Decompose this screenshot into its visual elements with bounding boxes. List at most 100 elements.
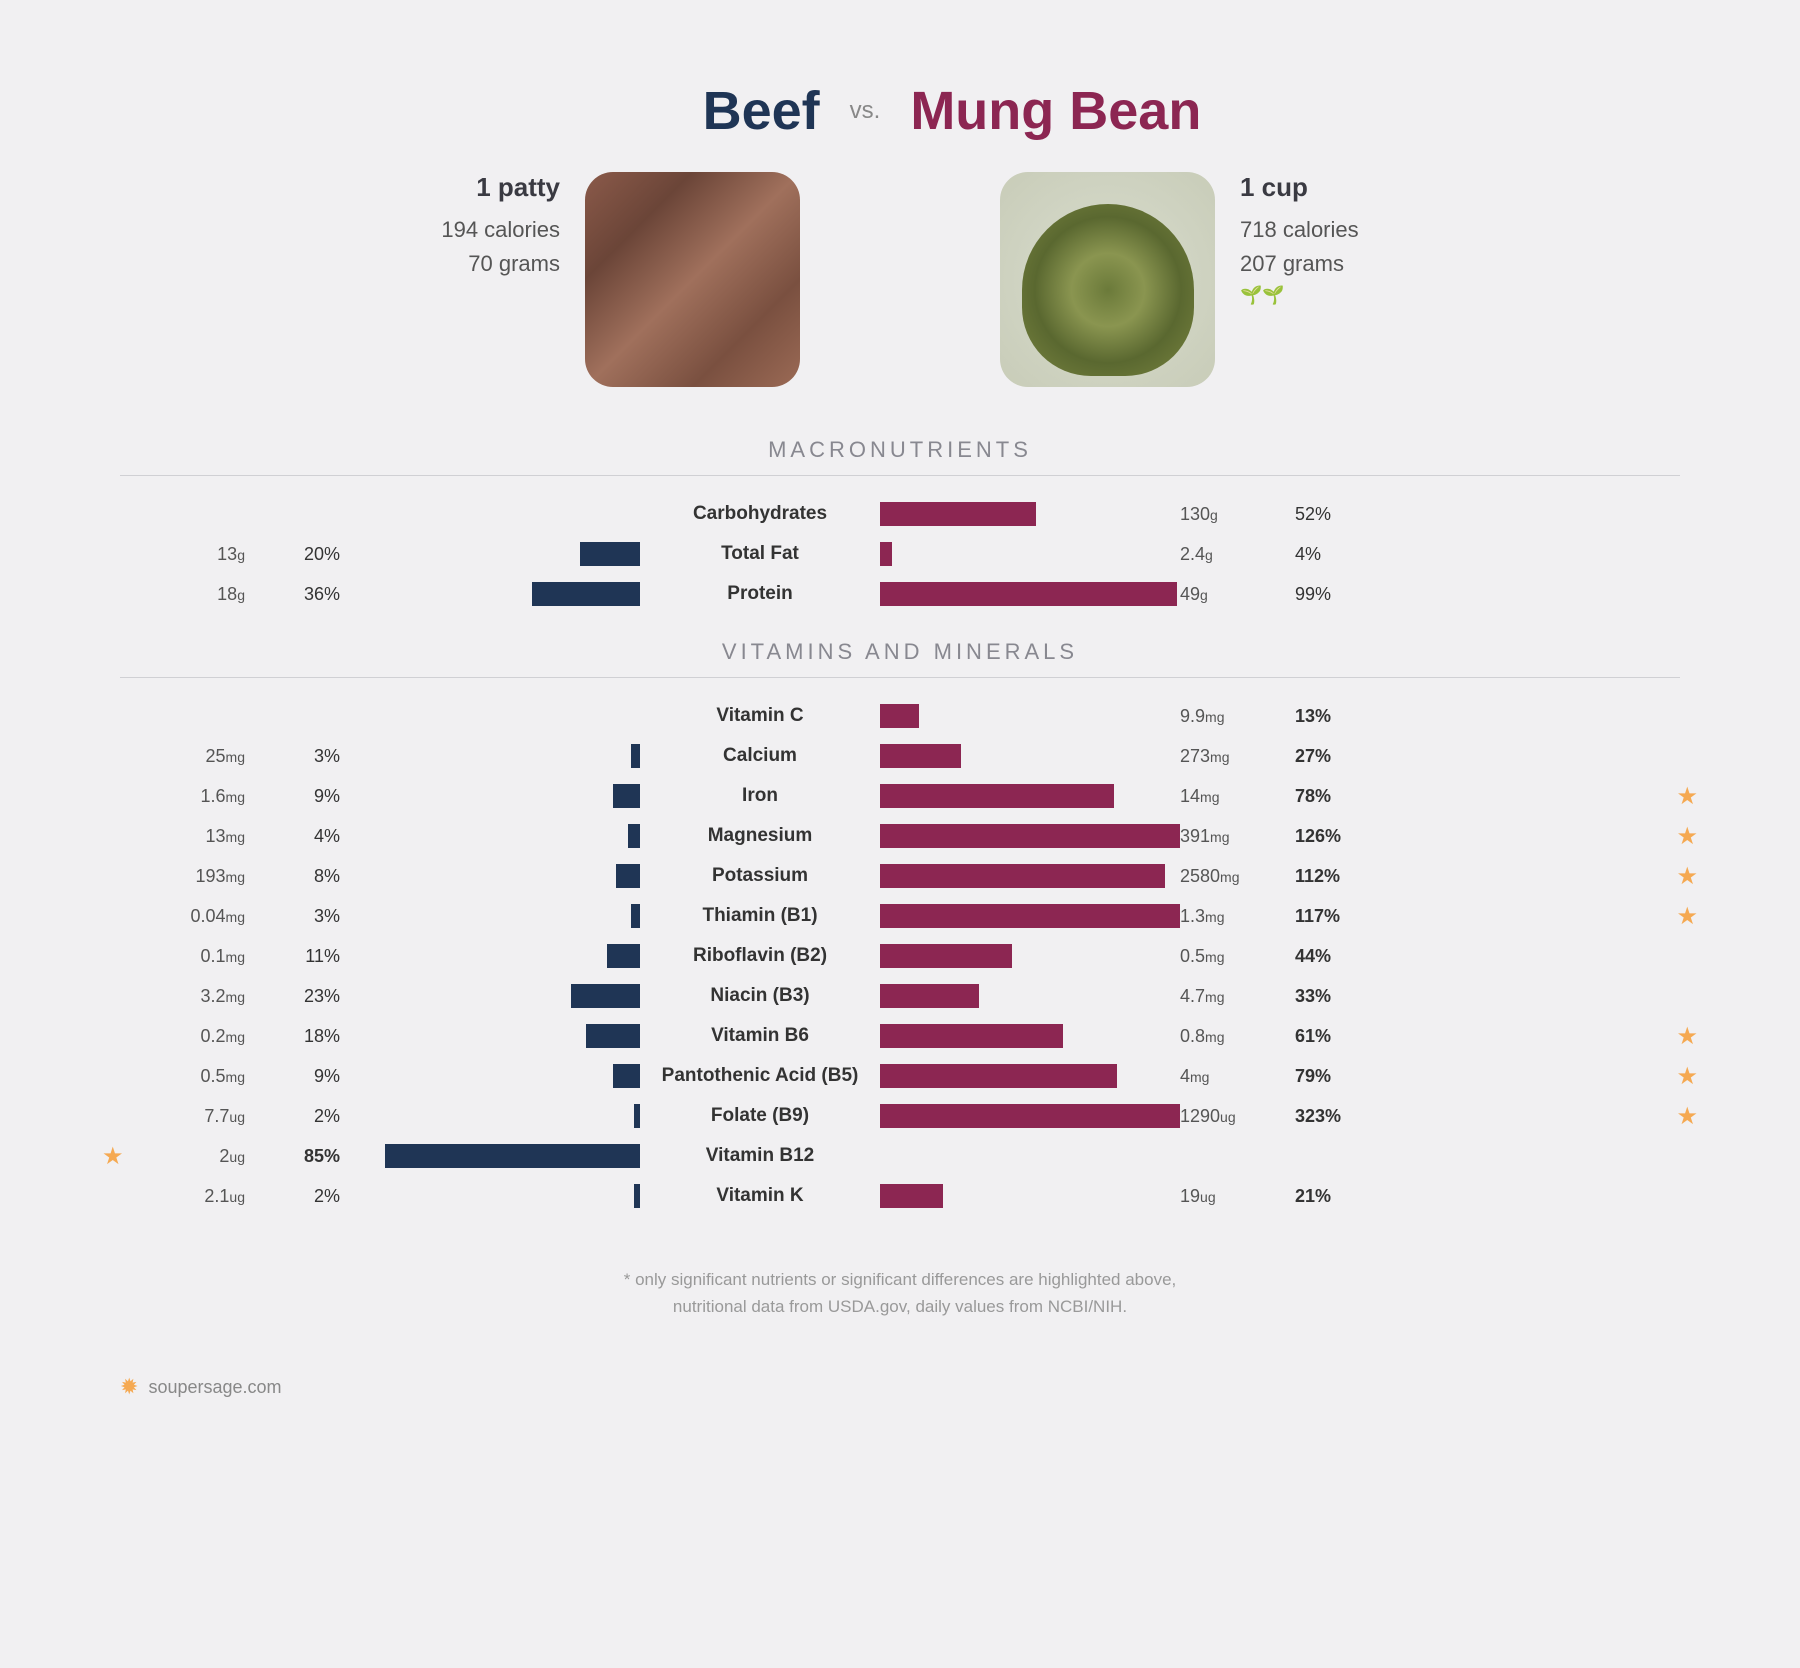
left-bar-zone: [340, 784, 640, 808]
nutrient-label: Vitamin B12: [640, 1145, 880, 1167]
left-bar: [613, 1064, 640, 1088]
right-values: 2580mg112%: [1180, 866, 1400, 887]
left-bar-zone: [340, 1144, 640, 1168]
left-values: 18g36%: [120, 584, 340, 605]
left-bar: [580, 542, 640, 566]
right-percent: 4%: [1295, 544, 1355, 565]
left-food-block: 1 patty 194 calories 70 grams: [441, 172, 800, 387]
image-row: 1 patty 194 calories 70 grams 1 cup 718 …: [120, 172, 1680, 387]
left-bar: [532, 582, 640, 606]
beef-image: [585, 172, 800, 387]
star-icon: ★: [1676, 1022, 1698, 1051]
right-amount: 1290ug: [1180, 1106, 1270, 1127]
nutrient-row: 0.04mg3%Thiamin (B1)1.3mg117%★: [120, 896, 1680, 936]
left-amount: 13g: [155, 544, 245, 565]
right-percent: 78%: [1295, 786, 1355, 807]
left-values: 13mg4%: [120, 826, 340, 847]
nutrient-row: 0.2mg18%Vitamin B60.8mg61%★: [120, 1016, 1680, 1056]
left-values: 13g20%: [120, 544, 340, 565]
star-icon: ★: [1676, 1102, 1698, 1131]
footnote-line1: * only significant nutrients or signific…: [120, 1266, 1680, 1293]
vit-chart: Vitamin C 9.9mg 13% 25mg 3% Calcium 273mg 27% 1.…: [120, 696, 1680, 1216]
left-percent: 8%: [280, 866, 340, 887]
right-amount: 14mg: [1180, 786, 1270, 807]
right-values: 1.3mg117%: [1180, 906, 1400, 927]
right-amount: 9.9mg: [1180, 706, 1270, 727]
right-amount: 1.3mg: [1180, 906, 1270, 927]
right-bar-zone: [880, 984, 1180, 1008]
left-percent: 2%: [280, 1106, 340, 1127]
nutrient-label: Iron: [640, 785, 880, 807]
right-values: 4mg79%: [1180, 1066, 1400, 1087]
nutrient-row: 0.1mg11%Riboflavin (B2)0.5mg44%: [120, 936, 1680, 976]
nutrient-label: Vitamin K: [640, 1185, 880, 1207]
right-bar: [880, 1184, 943, 1208]
nutrient-row: 18g36%Protein49g99%: [120, 574, 1680, 614]
right-values: 9.9mg 13%: [1180, 706, 1400, 727]
star-icon: ★: [1676, 782, 1698, 811]
header: Beef vs. Mung Bean: [120, 80, 1680, 142]
right-values: 14mg 78%: [1180, 786, 1400, 807]
infographic-container: Beef vs. Mung Bean 1 patty 194 calories …: [120, 80, 1680, 1320]
nutrient-label: Vitamin C: [640, 705, 880, 727]
right-bar: [880, 502, 1036, 526]
right-percent: 27%: [1295, 746, 1355, 767]
left-amount: 25mg: [155, 746, 245, 767]
right-bar-zone: [880, 944, 1180, 968]
nutrient-label: Pantothenic Acid (B5): [640, 1065, 880, 1087]
right-amount: 0.5mg: [1180, 946, 1270, 967]
right-bar-zone: [880, 784, 1180, 808]
right-percent: 33%: [1295, 986, 1355, 1007]
left-amount: 3.2mg: [155, 986, 245, 1007]
nutrient-label: Potassium: [640, 865, 880, 887]
left-values: 2ug85%: [120, 1146, 340, 1167]
right-percent: 21%: [1295, 1186, 1355, 1207]
star-icon: ★: [1676, 902, 1698, 931]
right-bar: [880, 1104, 1180, 1128]
nutrient-label: Vitamin B6: [640, 1025, 880, 1047]
footnote-line2: nutritional data from USDA.gov, daily va…: [120, 1293, 1680, 1320]
left-percent: 3%: [280, 906, 340, 927]
right-percent: 126%: [1295, 826, 1355, 847]
left-bar-zone: [340, 984, 640, 1008]
mung-bean-image: [1000, 172, 1215, 387]
left-bar-zone: [340, 1184, 640, 1208]
credit-text: soupersage.com: [148, 1377, 281, 1398]
left-amount: 193mg: [155, 866, 245, 887]
right-bar-zone: [880, 1104, 1180, 1128]
right-percent: 13%: [1295, 706, 1355, 727]
left-bar-zone: [340, 1024, 640, 1048]
credit: ✹ soupersage.com: [120, 1374, 282, 1400]
left-amount: 0.2mg: [155, 1026, 245, 1047]
left-grams: 70 grams: [441, 251, 560, 277]
left-bar: [385, 1144, 640, 1168]
left-bar-zone: [340, 904, 640, 928]
left-bar-zone: [340, 1104, 640, 1128]
credit-icon: ✹: [120, 1374, 138, 1400]
right-percent: 61%: [1295, 1026, 1355, 1047]
sprout-icons: 🌱🌱: [1240, 285, 1359, 306]
right-grams: 207 grams: [1240, 251, 1359, 277]
left-bar: [631, 904, 640, 928]
nutrient-row: 3.2mg23%Niacin (B3)4.7mg33%: [120, 976, 1680, 1016]
right-amount: 4.7mg: [1180, 986, 1270, 1007]
nutrient-label: Magnesium: [640, 825, 880, 847]
left-bar-zone: [340, 1064, 640, 1088]
footnote: * only significant nutrients or signific…: [120, 1266, 1680, 1320]
right-bar-zone: [880, 704, 1180, 728]
left-calories: 194 calories: [441, 217, 560, 243]
left-values: 7.7ug2%: [120, 1106, 340, 1127]
right-amount: 273mg: [1180, 746, 1270, 767]
right-bar-zone: [880, 824, 1180, 848]
nutrient-label: Calcium: [640, 745, 880, 767]
star-icon: ★: [1676, 822, 1698, 851]
left-percent: 11%: [280, 946, 340, 967]
left-amount: 0.1mg: [155, 946, 245, 967]
star-icon: ★: [1676, 1062, 1698, 1091]
nutrient-label: Carbohydrates: [640, 503, 880, 525]
right-percent: 112%: [1295, 866, 1355, 887]
right-calories: 718 calories: [1240, 217, 1359, 243]
right-bar: [880, 904, 1180, 928]
vs-label: vs.: [850, 97, 881, 125]
title-right: Mung Bean: [910, 80, 1360, 142]
